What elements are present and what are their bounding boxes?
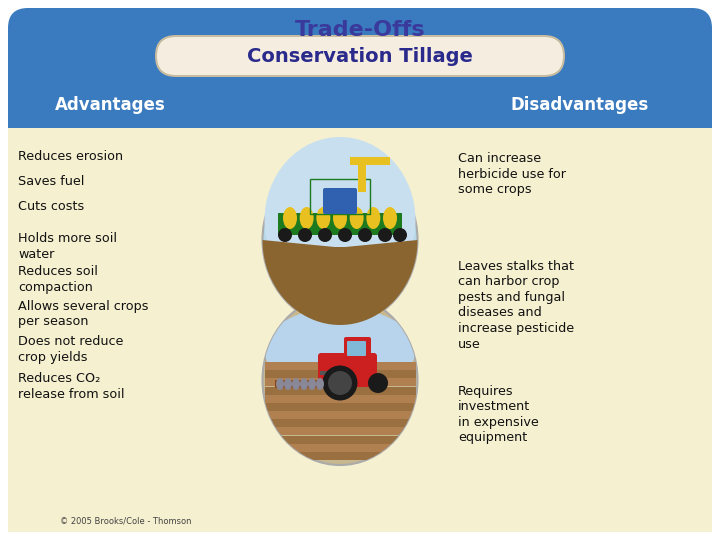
Text: Holds more soil
water: Holds more soil water [18,232,117,260]
Bar [265,370,416,378]
FancyBboxPatch shape [344,337,371,359]
FancyBboxPatch shape [323,188,357,214]
FancyBboxPatch shape [347,341,366,356]
Ellipse shape [338,228,352,242]
Ellipse shape [263,155,418,325]
Ellipse shape [264,307,415,393]
Ellipse shape [300,378,308,390]
Ellipse shape [328,371,352,395]
Ellipse shape [278,228,292,242]
Bar [265,395,416,403]
Bar [350,157,390,165]
Text: Disadvantages: Disadvantages [511,96,649,114]
FancyBboxPatch shape [318,353,377,387]
Ellipse shape [283,207,297,229]
Text: Allows several crops
per season: Allows several crops per season [18,300,148,328]
Ellipse shape [333,207,347,229]
Ellipse shape [284,378,292,390]
Bar [275,380,325,388]
Ellipse shape [308,378,316,390]
Text: Conservation Tillage: Conservation Tillage [247,46,473,65]
Ellipse shape [292,378,300,390]
Ellipse shape [323,366,358,401]
Bar [265,411,416,419]
Bar [265,362,416,370]
Ellipse shape [264,137,415,303]
Bar [265,436,416,444]
Bar [265,403,416,411]
Bar [320,371,340,375]
Ellipse shape [393,228,407,242]
FancyBboxPatch shape [8,100,712,150]
Bar [358,162,366,192]
Bar [265,452,416,460]
Ellipse shape [366,207,380,229]
FancyBboxPatch shape [157,37,563,75]
Bar [265,444,416,452]
FancyBboxPatch shape [155,35,565,77]
FancyBboxPatch shape [8,132,712,532]
Ellipse shape [358,228,372,242]
Bar [8,82,712,128]
Text: © 2005 Brooks/Cole - Thomson: © 2005 Brooks/Cole - Thomson [60,516,192,525]
FancyBboxPatch shape [8,82,712,132]
Text: Advantages: Advantages [55,96,166,114]
Text: Can increase
herbicide use for
some crops: Can increase herbicide use for some crop… [458,152,566,196]
Ellipse shape [298,228,312,242]
Ellipse shape [383,207,397,229]
Ellipse shape [350,207,364,229]
Ellipse shape [318,228,332,242]
Bar [265,428,416,435]
Ellipse shape [378,228,392,242]
Bar [310,179,370,214]
Ellipse shape [316,378,324,390]
Text: Cuts costs: Cuts costs [18,200,84,213]
Ellipse shape [368,373,388,393]
Text: Trade-Offs: Trade-Offs [294,20,426,40]
Text: Reduces CO₂
release from soil: Reduces CO₂ release from soil [18,372,125,401]
Ellipse shape [276,378,284,390]
Bar [265,419,416,427]
Text: Does not reduce
crop yields: Does not reduce crop yields [18,335,123,363]
Ellipse shape [300,207,314,229]
Ellipse shape [263,295,418,465]
Text: Reduces erosion: Reduces erosion [18,150,123,163]
Text: Leaves stalks that
can harbor crop
pests and fungal
diseases and
increase pestic: Leaves stalks that can harbor crop pests… [458,260,574,350]
Text: Requires
investment
in expensive
equipment: Requires investment in expensive equipme… [458,385,539,444]
Bar [278,213,402,235]
Text: Reduces soil
compaction: Reduces soil compaction [18,265,98,294]
FancyBboxPatch shape [8,8,712,532]
Text: Saves fuel: Saves fuel [18,175,84,188]
Ellipse shape [316,207,330,229]
Bar [8,120,712,532]
Polygon shape [263,240,418,325]
Bar [8,82,712,122]
Bar [265,387,416,395]
Bar [265,379,416,386]
